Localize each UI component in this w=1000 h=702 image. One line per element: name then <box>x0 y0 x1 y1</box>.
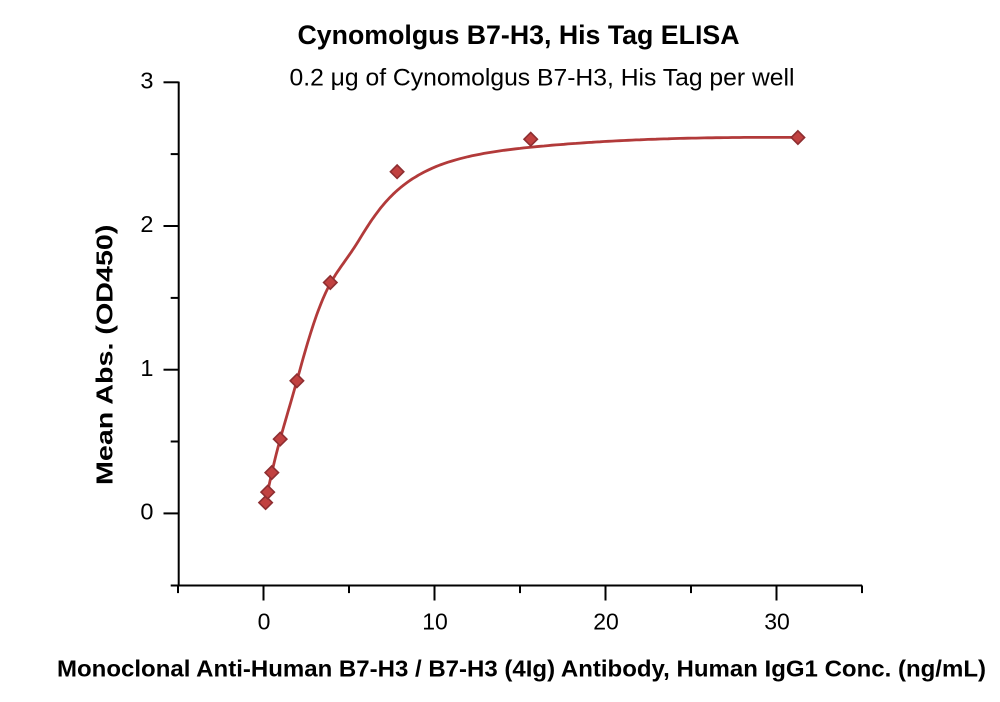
svg-text:0: 0 <box>140 499 153 525</box>
svg-text:Cynomolgus B7-H3, His Tag ELIS: Cynomolgus B7-H3, His Tag ELISA <box>298 19 740 50</box>
svg-text:Monoclonal Anti-Human B7-H3 /: Monoclonal Anti-Human B7-H3 / B7-H3 (4Ig… <box>57 656 986 682</box>
svg-text:2: 2 <box>140 211 153 237</box>
svg-text:Mean Abs. (OD450): Mean Abs. (OD450) <box>92 225 118 486</box>
svg-text:3: 3 <box>140 68 153 94</box>
svg-text:30: 30 <box>764 609 790 635</box>
svg-text:20: 20 <box>593 609 619 635</box>
svg-text:0.2 μg of Cynomolgus B7-H3, Hi: 0.2 μg of Cynomolgus B7-H3, His Tag per … <box>290 66 795 92</box>
svg-text:10: 10 <box>422 609 448 635</box>
svg-text:1: 1 <box>140 355 153 381</box>
svg-text:0: 0 <box>258 609 271 635</box>
